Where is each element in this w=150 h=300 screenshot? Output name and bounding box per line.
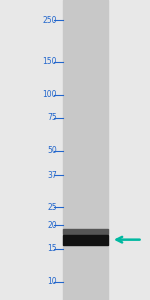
- Text: 50: 50: [47, 146, 57, 155]
- Text: 15: 15: [47, 244, 57, 253]
- Text: 75: 75: [47, 113, 57, 122]
- Bar: [63, 229, 108, 235]
- Text: 250: 250: [42, 16, 57, 25]
- Text: 100: 100: [42, 90, 57, 99]
- Text: 10: 10: [47, 278, 57, 286]
- Text: 25: 25: [47, 203, 57, 212]
- Text: 150: 150: [42, 57, 57, 66]
- Text: 20: 20: [47, 221, 57, 230]
- Text: 37: 37: [47, 171, 57, 180]
- Bar: [63, 0, 108, 300]
- Bar: [63, 235, 108, 244]
